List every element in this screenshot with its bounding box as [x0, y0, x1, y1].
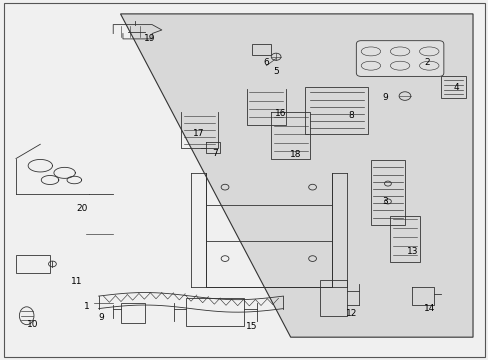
Text: 18: 18 [289, 150, 301, 159]
Text: 4: 4 [452, 83, 458, 92]
Text: 13: 13 [406, 247, 417, 256]
Text: 7: 7 [212, 149, 218, 158]
Bar [16, 255, 50, 273]
Text: 11: 11 [71, 277, 82, 286]
Polygon shape [120, 14, 472, 337]
Text: 6: 6 [263, 58, 269, 67]
Text: 2: 2 [423, 58, 429, 67]
Text: 19: 19 [143, 35, 155, 44]
Text: 9: 9 [382, 93, 387, 102]
Text: 15: 15 [245, 322, 257, 331]
Bar [389, 216, 419, 262]
Bar [370, 160, 404, 225]
Bar [319, 280, 346, 316]
Bar [305, 87, 368, 134]
Text: 17: 17 [192, 129, 203, 138]
Text: 10: 10 [27, 320, 39, 329]
Text: 5: 5 [273, 67, 279, 76]
Text: 16: 16 [275, 109, 286, 118]
Text: 3: 3 [382, 197, 387, 206]
Bar [186, 298, 244, 327]
Text: 9: 9 [98, 313, 104, 322]
Text: 14: 14 [423, 304, 434, 313]
Text: 20: 20 [76, 204, 87, 213]
FancyBboxPatch shape [356, 41, 443, 76]
Bar [441, 76, 465, 98]
Text: 1: 1 [83, 302, 89, 311]
Text: 8: 8 [348, 111, 354, 120]
Text: 12: 12 [345, 310, 356, 319]
Bar [251, 44, 271, 55]
Bar [120, 303, 144, 323]
